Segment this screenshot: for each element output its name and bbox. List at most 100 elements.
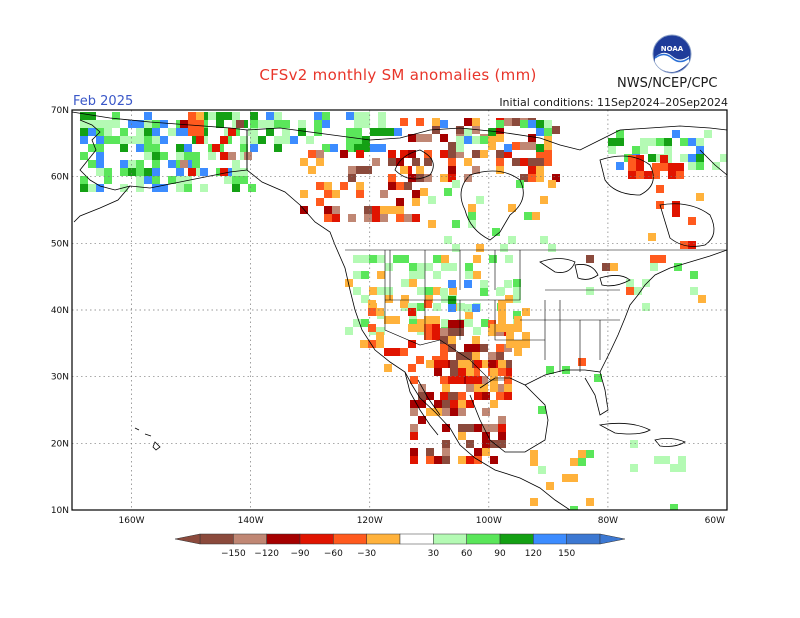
anomaly-cell: [488, 142, 496, 150]
anomaly-cell: [340, 182, 348, 190]
anomaly-cell: [472, 118, 480, 126]
anomaly-cell: [354, 128, 362, 136]
anomaly-cell: [544, 120, 552, 128]
anomaly-cell: [548, 180, 556, 188]
anomaly-cell: [449, 263, 457, 271]
anomaly-cell: [472, 136, 480, 144]
anomaly-cell: [456, 150, 464, 158]
anomaly-cell: [688, 162, 696, 170]
anomaly-cell: [540, 196, 548, 204]
anomaly-cell: [578, 458, 586, 466]
anomaly-cell: [144, 152, 152, 160]
anomaly-cell: [394, 128, 402, 136]
anomaly-cell: [152, 144, 160, 152]
anomaly-cell: [466, 456, 474, 464]
anomaly-cell: [570, 506, 578, 510]
anomaly-cell: [192, 152, 200, 160]
anomaly-cell: [362, 136, 370, 144]
anomaly-cell: [136, 184, 144, 192]
anomaly-cell: [688, 241, 696, 249]
anomaly-cell: [441, 263, 449, 271]
colorbar-label: −60: [324, 549, 343, 559]
lon-label: 100W: [476, 516, 502, 526]
anomaly-cell: [504, 368, 512, 376]
anomaly-cell: [425, 295, 433, 303]
anomaly-cell: [464, 360, 472, 368]
anomaly-cell: [498, 416, 506, 424]
anomaly-cell: [528, 174, 536, 182]
anomaly-cell: [473, 255, 481, 263]
anomaly-cell: [376, 308, 384, 316]
anomaly-cell: [144, 144, 152, 152]
anomaly-cell: [442, 456, 450, 464]
anomaly-cell: [636, 163, 644, 171]
anomaly-cell: [696, 154, 704, 162]
anomaly-cell: [488, 134, 496, 142]
map-title: CFSv2 monthly SM anomalies (mm): [259, 66, 537, 84]
anomaly-cell: [384, 348, 392, 356]
anomaly-cell: [456, 144, 464, 152]
anomaly-cell: [188, 168, 196, 176]
anomaly-cell: [440, 336, 448, 344]
anomaly-cell: [120, 160, 128, 168]
anomaly-cell: [168, 160, 176, 168]
anomaly-cell: [378, 144, 386, 152]
anomaly-cell: [570, 458, 578, 466]
colorbar-swatch: [199, 533, 234, 545]
anomaly-cell: [480, 376, 488, 384]
anomaly-cell: [401, 255, 409, 263]
anomaly-cell: [80, 152, 88, 160]
anomaly-cell: [408, 150, 416, 158]
anomaly-cell: [496, 344, 504, 352]
anomaly-cell: [409, 271, 417, 279]
anomaly-cell: [444, 188, 452, 196]
anomaly-cell: [608, 146, 616, 154]
anomaly-cell: [452, 244, 460, 252]
anomaly-cell: [465, 311, 473, 319]
anomaly-cell: [392, 348, 400, 356]
anomaly-cell: [634, 287, 642, 295]
anomaly-cell: [464, 128, 472, 136]
anomaly-cell: [650, 263, 658, 271]
anomaly-cell: [417, 271, 425, 279]
valid-month-label: Feb 2025: [73, 94, 134, 109]
anomaly-cell: [441, 295, 449, 303]
colorbar-swatch: [533, 533, 567, 545]
anomaly-cell: [480, 280, 488, 288]
anomaly-cell: [212, 144, 220, 152]
colorbar-label: 60: [461, 549, 473, 559]
anomaly-cell: [228, 152, 236, 160]
anomaly-cell: [208, 152, 216, 160]
anomaly-cell: [498, 316, 506, 324]
anomaly-cell: [465, 271, 473, 279]
anomaly-cell: [232, 176, 240, 184]
anomaly-cell: [464, 174, 472, 182]
anomaly-cell: [378, 128, 386, 136]
lat-label: 40N: [51, 306, 69, 316]
anomaly-cell: [136, 128, 144, 136]
anomaly-cell: [200, 184, 208, 192]
colorbar-swatch: [499, 533, 534, 545]
anomaly-cell: [416, 134, 424, 142]
anomaly-cell: [316, 158, 324, 166]
anomaly-cell: [512, 142, 520, 150]
anomaly-cell: [88, 128, 96, 136]
anomaly-cell: [432, 332, 440, 340]
anomaly-cell: [298, 128, 306, 136]
anomaly-cell: [360, 340, 368, 348]
anomaly-cell: [488, 128, 496, 136]
anomaly-cell: [80, 112, 88, 120]
anomaly-cell: [448, 174, 456, 182]
anomaly-cell: [168, 176, 176, 184]
anomaly-cell: [377, 255, 385, 263]
anomaly-cell: [498, 308, 506, 316]
anomaly-cell: [473, 271, 481, 279]
anomaly-cell: [420, 188, 428, 196]
anomaly-cell: [450, 368, 458, 376]
anomaly-cell: [530, 450, 538, 458]
anomaly-cell: [128, 160, 136, 168]
anomaly-cell: [306, 136, 314, 144]
anomaly-cell: [642, 279, 650, 287]
anomaly-cell: [316, 150, 324, 158]
